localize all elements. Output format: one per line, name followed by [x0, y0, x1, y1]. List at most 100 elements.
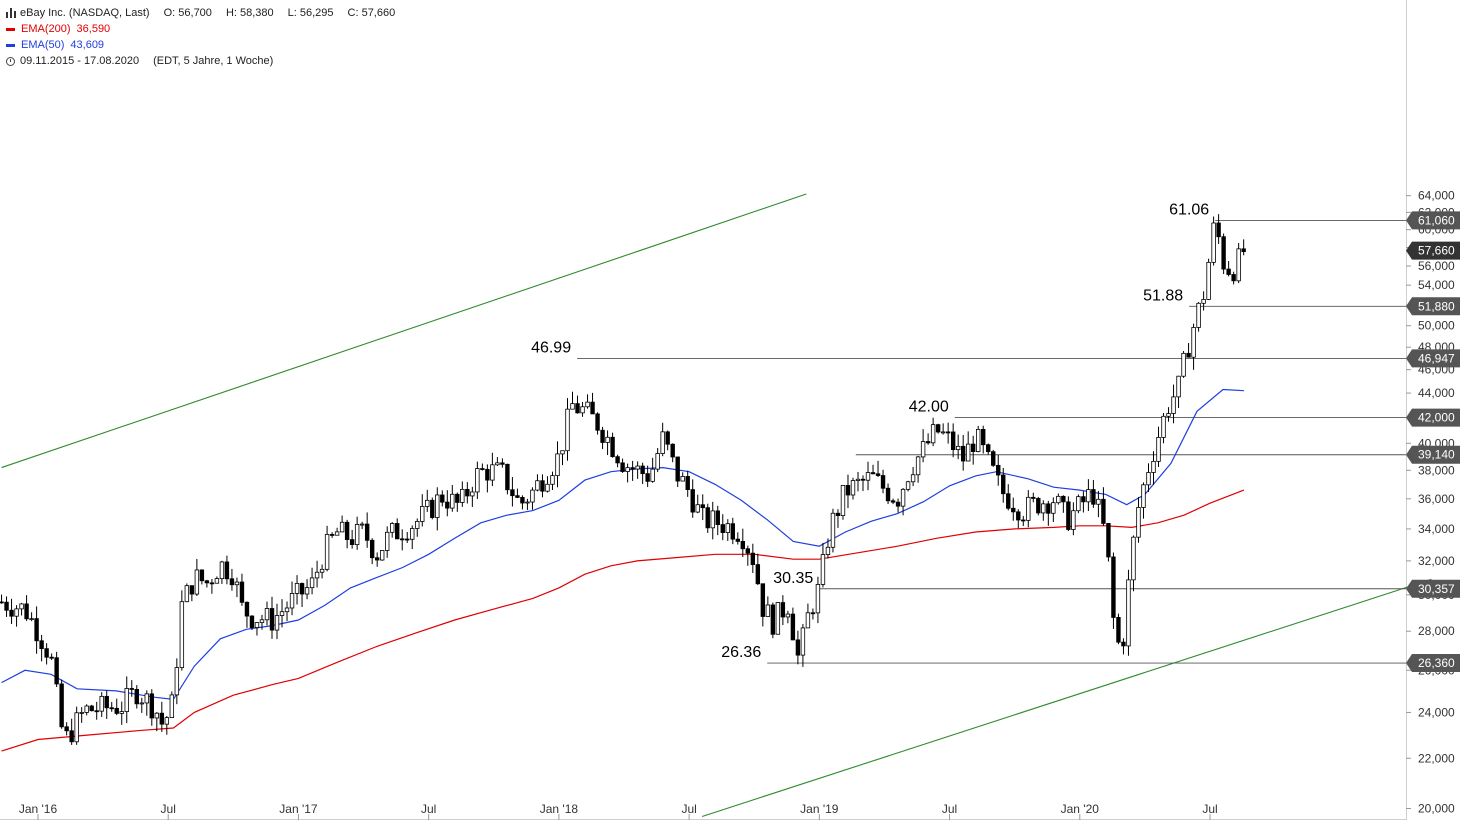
candle-body [4, 601, 9, 611]
candle-body [274, 615, 280, 631]
candle-body [600, 429, 605, 443]
y-tick-label: 20,000 [1418, 802, 1455, 816]
bar-chart-icon [6, 8, 16, 18]
level-badge [1406, 445, 1460, 464]
level-badge [1406, 297, 1460, 316]
candle-body [565, 408, 570, 452]
candle-body [1116, 617, 1121, 643]
candle-body [665, 431, 670, 445]
candle-body [560, 450, 565, 455]
candle-body [9, 609, 14, 617]
candle-body [825, 546, 831, 555]
candle-body [19, 603, 24, 610]
candle-body [420, 506, 425, 522]
candle-body [159, 712, 165, 725]
y-tick-label: 22,000 [1418, 751, 1455, 765]
candle-body [289, 593, 295, 609]
candle-body [1076, 496, 1081, 512]
candle-body [545, 483, 550, 492]
candle-body [850, 480, 856, 496]
candle-body [99, 695, 104, 712]
candle-body [615, 456, 620, 464]
candle-body [395, 523, 400, 540]
candle-body [745, 548, 751, 554]
candle-body [284, 607, 290, 613]
candle-body [1056, 495, 1061, 504]
legend-ema50-row[interactable]: EMA(50) 43,609 [6, 37, 395, 53]
candle-body [485, 468, 490, 481]
candle-body [69, 730, 74, 743]
level-badge-text: 61,060 [1418, 213, 1455, 227]
candle-body [805, 612, 811, 629]
candle-body [765, 604, 771, 617]
candle-body [1086, 489, 1091, 503]
candle-body [715, 510, 720, 525]
candle-body [94, 710, 99, 713]
candle-body [1156, 437, 1161, 462]
candle-body [39, 640, 44, 650]
candle-body [184, 585, 190, 603]
candle-body [114, 707, 119, 714]
x-tick-label: Jul [681, 802, 696, 816]
candle-body [249, 615, 255, 628]
candle-body [640, 465, 645, 475]
legend-range-info: (EDT, 5 Jahre, 1 Woche) [153, 55, 274, 67]
candle-body [1181, 352, 1186, 377]
candle-body [780, 602, 786, 618]
candle-body [445, 501, 450, 509]
candle-body [1041, 503, 1046, 514]
candle-body [710, 510, 715, 529]
candle-body [74, 712, 79, 743]
last-price-badge-text: 57,660 [1418, 244, 1455, 258]
candle-body [169, 694, 175, 719]
candle-body [925, 441, 931, 444]
candle-body [369, 539, 375, 559]
candle-body [1021, 519, 1026, 522]
candle-body [986, 444, 991, 453]
candle-body [455, 493, 460, 503]
y-tick-label: 38,000 [1418, 463, 1455, 477]
candle-body [1186, 352, 1191, 358]
y-tick-label: 32,000 [1418, 554, 1455, 568]
x-tick-label: Jan '19 [800, 802, 839, 816]
candle-body [1151, 460, 1156, 473]
level-badge-text: 30,357 [1418, 582, 1455, 596]
level-label: 42.00 [909, 399, 949, 416]
candle-body [605, 436, 610, 443]
candle-body [495, 462, 500, 466]
candle-body [650, 468, 655, 482]
candle-body [670, 443, 675, 458]
candle-body [44, 648, 49, 658]
candle-body [144, 693, 149, 704]
level-badge-text: 46,947 [1418, 351, 1455, 365]
candle-body [139, 702, 144, 705]
candle-body [750, 552, 756, 565]
candle-body [324, 534, 330, 570]
candle-body [735, 538, 740, 542]
candle-body [329, 534, 335, 536]
candle-body [960, 445, 966, 462]
candle-body [875, 473, 881, 476]
candle-body [279, 611, 285, 616]
candle-body [580, 406, 585, 414]
candle-body [1226, 268, 1231, 275]
x-tick-label: Jul [942, 802, 957, 816]
candle-body [89, 705, 94, 712]
candle-body [955, 445, 961, 451]
candle-body [530, 489, 535, 503]
level-badge-text: 39,140 [1418, 448, 1455, 462]
candle-body [610, 436, 615, 458]
candle-body [970, 443, 976, 453]
candle-body [450, 493, 455, 509]
candle-body [1046, 503, 1051, 514]
candle-body [14, 608, 19, 617]
legend-ema200-row[interactable]: EMA(200) 36,590 [6, 21, 395, 37]
candle-body [595, 413, 600, 431]
x-tick-label: Jan '16 [19, 802, 58, 816]
candle-body [840, 484, 846, 516]
candle-body [1136, 507, 1141, 538]
level-badge-text: 51,880 [1418, 299, 1455, 313]
candle-body [730, 523, 735, 540]
candle-body [575, 403, 580, 414]
